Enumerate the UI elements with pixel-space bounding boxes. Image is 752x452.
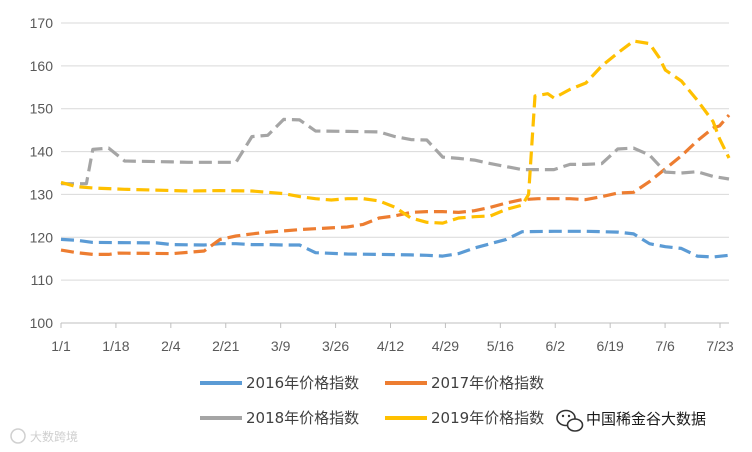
watermark-left: 大数跨境 (10, 428, 78, 444)
x-tick-label: 7/6 (655, 338, 675, 354)
gridlines (61, 22, 729, 324)
x-tick-label: 2/21 (212, 338, 239, 354)
watermark: 大数跨境 中国稀金谷大数据 (10, 409, 706, 444)
series-line (60, 39, 731, 225)
wechat-icon (556, 409, 584, 432)
series-lines (60, 39, 731, 259)
x-tick-label: 6/19 (597, 338, 624, 354)
x-tick-label: 1/1 (51, 338, 71, 354)
legend-label: 2018年价格指数 (246, 409, 359, 427)
x-tick-label: 3/26 (322, 338, 349, 354)
x-tick-label: 3/9 (271, 338, 291, 354)
y-tick-label: 170 (30, 15, 54, 31)
y-tick-label: 120 (30, 229, 54, 245)
x-tick-label: 7/23 (706, 338, 733, 354)
y-tick-label: 100 (30, 315, 54, 331)
series-line (61, 117, 730, 186)
y-tick-label: 130 (30, 186, 54, 202)
axes: 100 110 120 130 140 150 160 170 1/1 1/18 2/4 2/21 3/… (30, 15, 734, 354)
x-tick-label: 4/12 (377, 338, 404, 354)
y-tick-label: 140 (30, 144, 54, 160)
legend-label: 2017年价格指数 (431, 374, 544, 392)
watermark-left-text: 大数跨境 (30, 429, 78, 444)
watermark-right-text: 中国稀金谷大数据 (586, 410, 706, 428)
y-tick-label: 160 (30, 58, 54, 74)
watermark-left-icon (10, 428, 26, 444)
legend-label: 2016年价格指数 (246, 374, 359, 392)
x-tick-label: 5/16 (487, 338, 514, 354)
series-line (60, 229, 730, 259)
watermark-right: 中国稀金谷大数据 (556, 409, 706, 432)
series-line (60, 114, 731, 256)
y-tick-label: 110 (31, 272, 54, 288)
x-tick-label: 4/29 (432, 338, 459, 354)
x-tick-label: 2/4 (161, 338, 181, 354)
legend: 2016年价格指数 2017年价格指数 2018年价格指数 2019年价格指数 (200, 374, 544, 427)
x-tick-label: 1/18 (102, 338, 129, 354)
y-tick-label: 150 (30, 101, 54, 117)
legend-label: 2019年价格指数 (431, 409, 544, 427)
x-tick-label: 6/2 (546, 338, 566, 354)
